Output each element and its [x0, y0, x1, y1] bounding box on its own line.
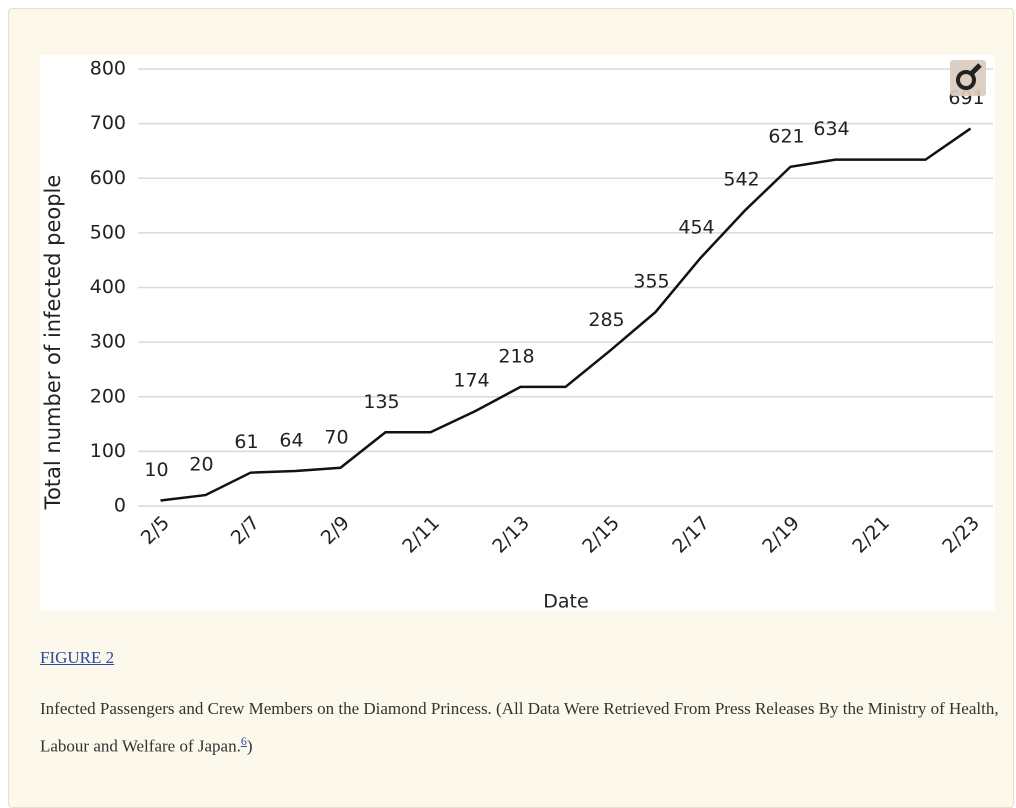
data-label: 454 — [678, 217, 714, 239]
zoom-icon[interactable] — [950, 60, 986, 96]
y-tick-label: 500 — [90, 221, 126, 243]
figure-label[interactable]: FIGURE 2 — [40, 648, 115, 667]
figure-caption: Infected Passengers and Crew Members on … — [40, 692, 1000, 763]
y-tick-label: 200 — [90, 385, 126, 407]
data-label: 174 — [453, 369, 489, 391]
data-line — [160, 127, 972, 502]
y-tick-label: 600 — [90, 167, 126, 189]
data-label: 61 — [234, 431, 258, 453]
data-label: 64 — [279, 430, 303, 452]
data-label: 542 — [723, 168, 759, 190]
y-tick-label: 0 — [114, 495, 126, 517]
data-label: 285 — [588, 309, 624, 331]
x-axis-label: Date — [543, 591, 588, 611]
y-tick-label: 100 — [90, 440, 126, 462]
reference-link[interactable]: 6 — [240, 734, 247, 748]
y-tick-label: 800 — [90, 58, 126, 80]
chart: Date Total number of infected people 0 10… — [40, 55, 995, 610]
data-label: 218 — [498, 345, 534, 367]
data-label: 10 — [144, 459, 168, 481]
data-label: 621 — [768, 125, 804, 147]
data-label: 135 — [363, 391, 399, 413]
data-label: 20 — [189, 454, 213, 476]
y-axis-label: Total number of infected people — [41, 175, 65, 511]
y-tick-label: 400 — [90, 276, 126, 298]
y-tick-label: 700 — [90, 112, 126, 134]
caption-text: Infected Passengers and Crew Members on … — [40, 699, 999, 756]
data-label: 634 — [813, 118, 849, 140]
caption-end: ) — [246, 736, 253, 756]
y-tick-label: 300 — [90, 331, 126, 353]
data-label: 70 — [324, 426, 348, 448]
data-label: 355 — [633, 271, 669, 293]
chart-background — [40, 55, 995, 610]
